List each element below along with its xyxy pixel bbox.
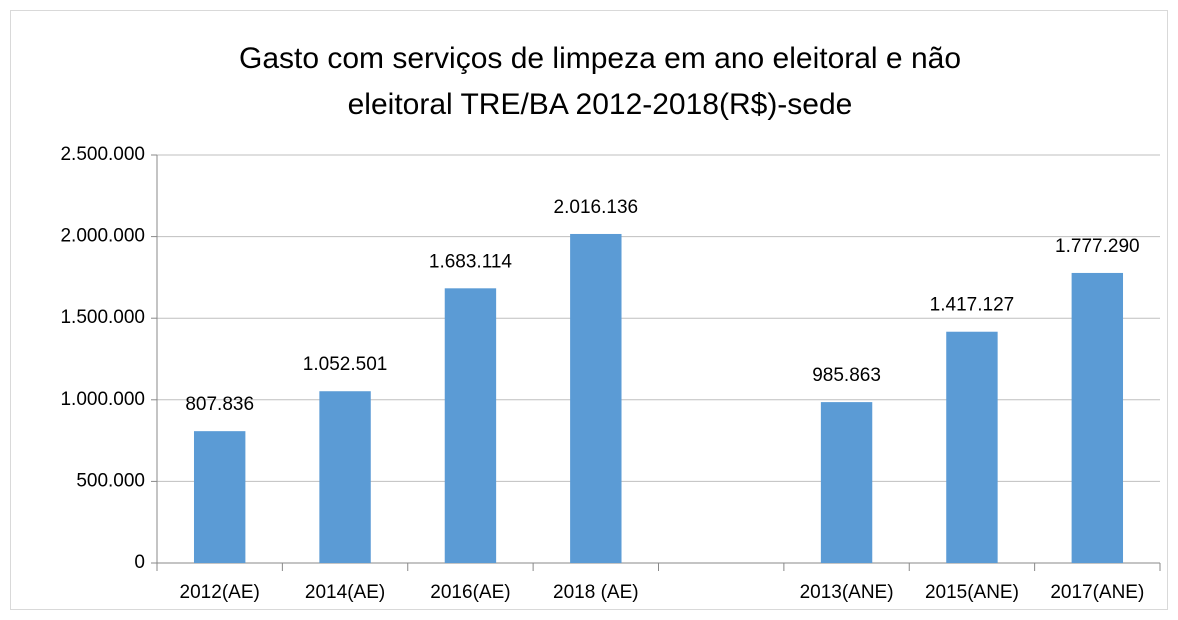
x-tick-label: 2017(ANE) (1050, 582, 1144, 603)
data-label: 985.863 (812, 365, 881, 386)
data-label: 1.052.501 (303, 354, 388, 375)
y-tick-label: 2.500.000 (60, 144, 145, 165)
bar (1071, 272, 1124, 563)
x-tick-label: 2012(AE) (180, 582, 260, 603)
bar (946, 331, 998, 563)
bar (319, 391, 371, 563)
bar (193, 431, 246, 563)
y-tick-label: 1.000.000 (60, 389, 145, 410)
bar (820, 402, 873, 563)
x-tick-label: 2018 (AE) (553, 582, 639, 603)
x-tick-label: 2014(AE) (305, 582, 385, 603)
chart-title: eleitoral TRE/BA 2012-2018(R$)-sede (348, 88, 853, 121)
x-tick-label: 2016(AE) (430, 582, 510, 603)
data-label: 807.836 (185, 394, 254, 415)
y-tick-label: 1.500.000 (60, 307, 145, 328)
x-tick-label: 2013(ANE) (800, 582, 894, 603)
data-label: 1.417.127 (930, 295, 1015, 316)
bar (444, 288, 497, 563)
y-tick-label: 500.000 (76, 470, 145, 491)
y-tick-label: 2.000.000 (60, 226, 145, 247)
y-tick-label: 0 (134, 552, 145, 573)
bar (570, 233, 622, 563)
data-label: 2.016.136 (554, 197, 639, 218)
x-tick-label: 2015(ANE) (925, 582, 1019, 603)
data-label: 1.683.114 (429, 251, 513, 272)
chart-title: Gasto com serviços de limpeza em ano ele… (239, 42, 961, 75)
data-label: 1.777.290 (1055, 236, 1140, 257)
